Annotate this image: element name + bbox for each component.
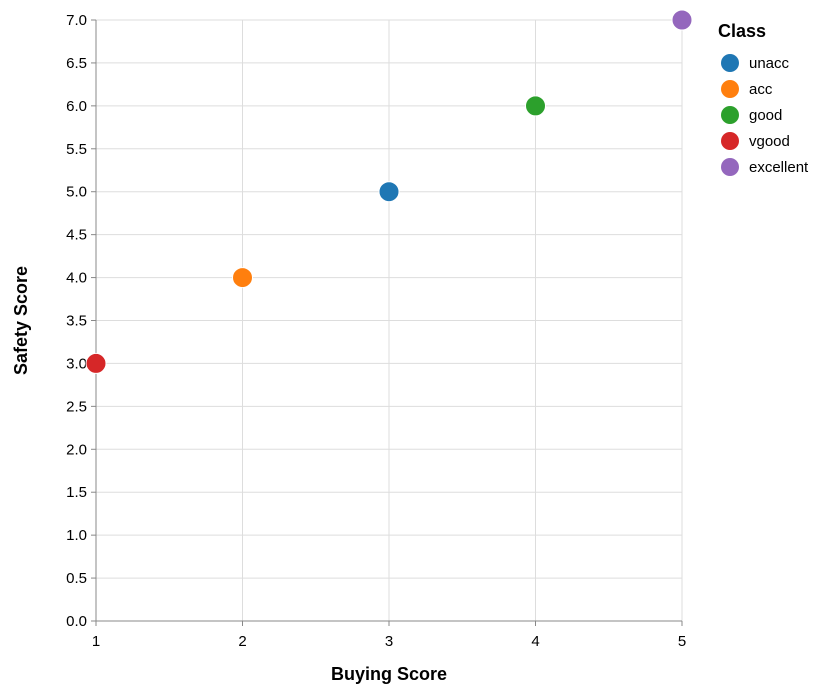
x-tick-label: 5 [678,633,686,650]
legend-symbol-vgood [721,132,739,150]
y-tick-label: 5.5 [66,141,87,158]
y-tick-label: 6.0 [66,98,87,115]
y-tick-label: 4.5 [66,227,87,244]
legend-title: Class [718,21,766,41]
legend-label: acc [749,81,773,98]
y-tick-label: 6.5 [66,55,87,72]
legend-symbol-excellent [721,158,739,176]
data-point-unacc [378,181,400,203]
y-tick-label: 5.0 [66,184,87,201]
x-tick-label: 2 [238,633,246,650]
data-points [85,9,693,374]
y-tick-label: 7.0 [66,12,87,29]
x-tick-label: 3 [385,633,393,650]
axes: 0.0 0.5 1.0 1.5 2.0 2.5 3.0 3.5 4.0 4.5 5.0 5.5 6.0 6… [66,12,686,650]
y-tick-label: 0.5 [66,570,87,587]
y-tick-label: 1.5 [66,484,87,501]
y-axis-title: Safety Score [11,266,31,375]
legend-label: excellent [749,159,809,176]
x-axis-title: Buying Score [331,664,447,684]
data-point-acc [232,267,253,289]
legend-label: good [749,107,782,124]
y-tick-label: 0.0 [66,613,87,630]
grid [95,19,683,622]
data-point-good [525,95,546,117]
x-tick-label: 4 [531,633,539,650]
x-tick-label: 1 [92,633,100,650]
legend-symbol-acc [721,80,739,98]
data-point-excellent [671,9,693,31]
legend-label: vgood [749,133,790,150]
legend-symbol-unacc [721,54,739,72]
data-point-vgood [85,352,107,374]
legend: Class unacc acc good vgood excellent [718,21,809,176]
legend-symbol-good [721,106,739,124]
y-tick-label: 3.5 [66,313,87,330]
y-tick-label: 1.0 [66,527,87,544]
y-tick-label: 4.0 [66,270,87,287]
y-tick-label: 2.0 [66,441,87,458]
legend-label: unacc [749,55,790,72]
y-tick-label: 3.0 [66,355,87,372]
y-tick-label: 2.5 [66,398,87,415]
